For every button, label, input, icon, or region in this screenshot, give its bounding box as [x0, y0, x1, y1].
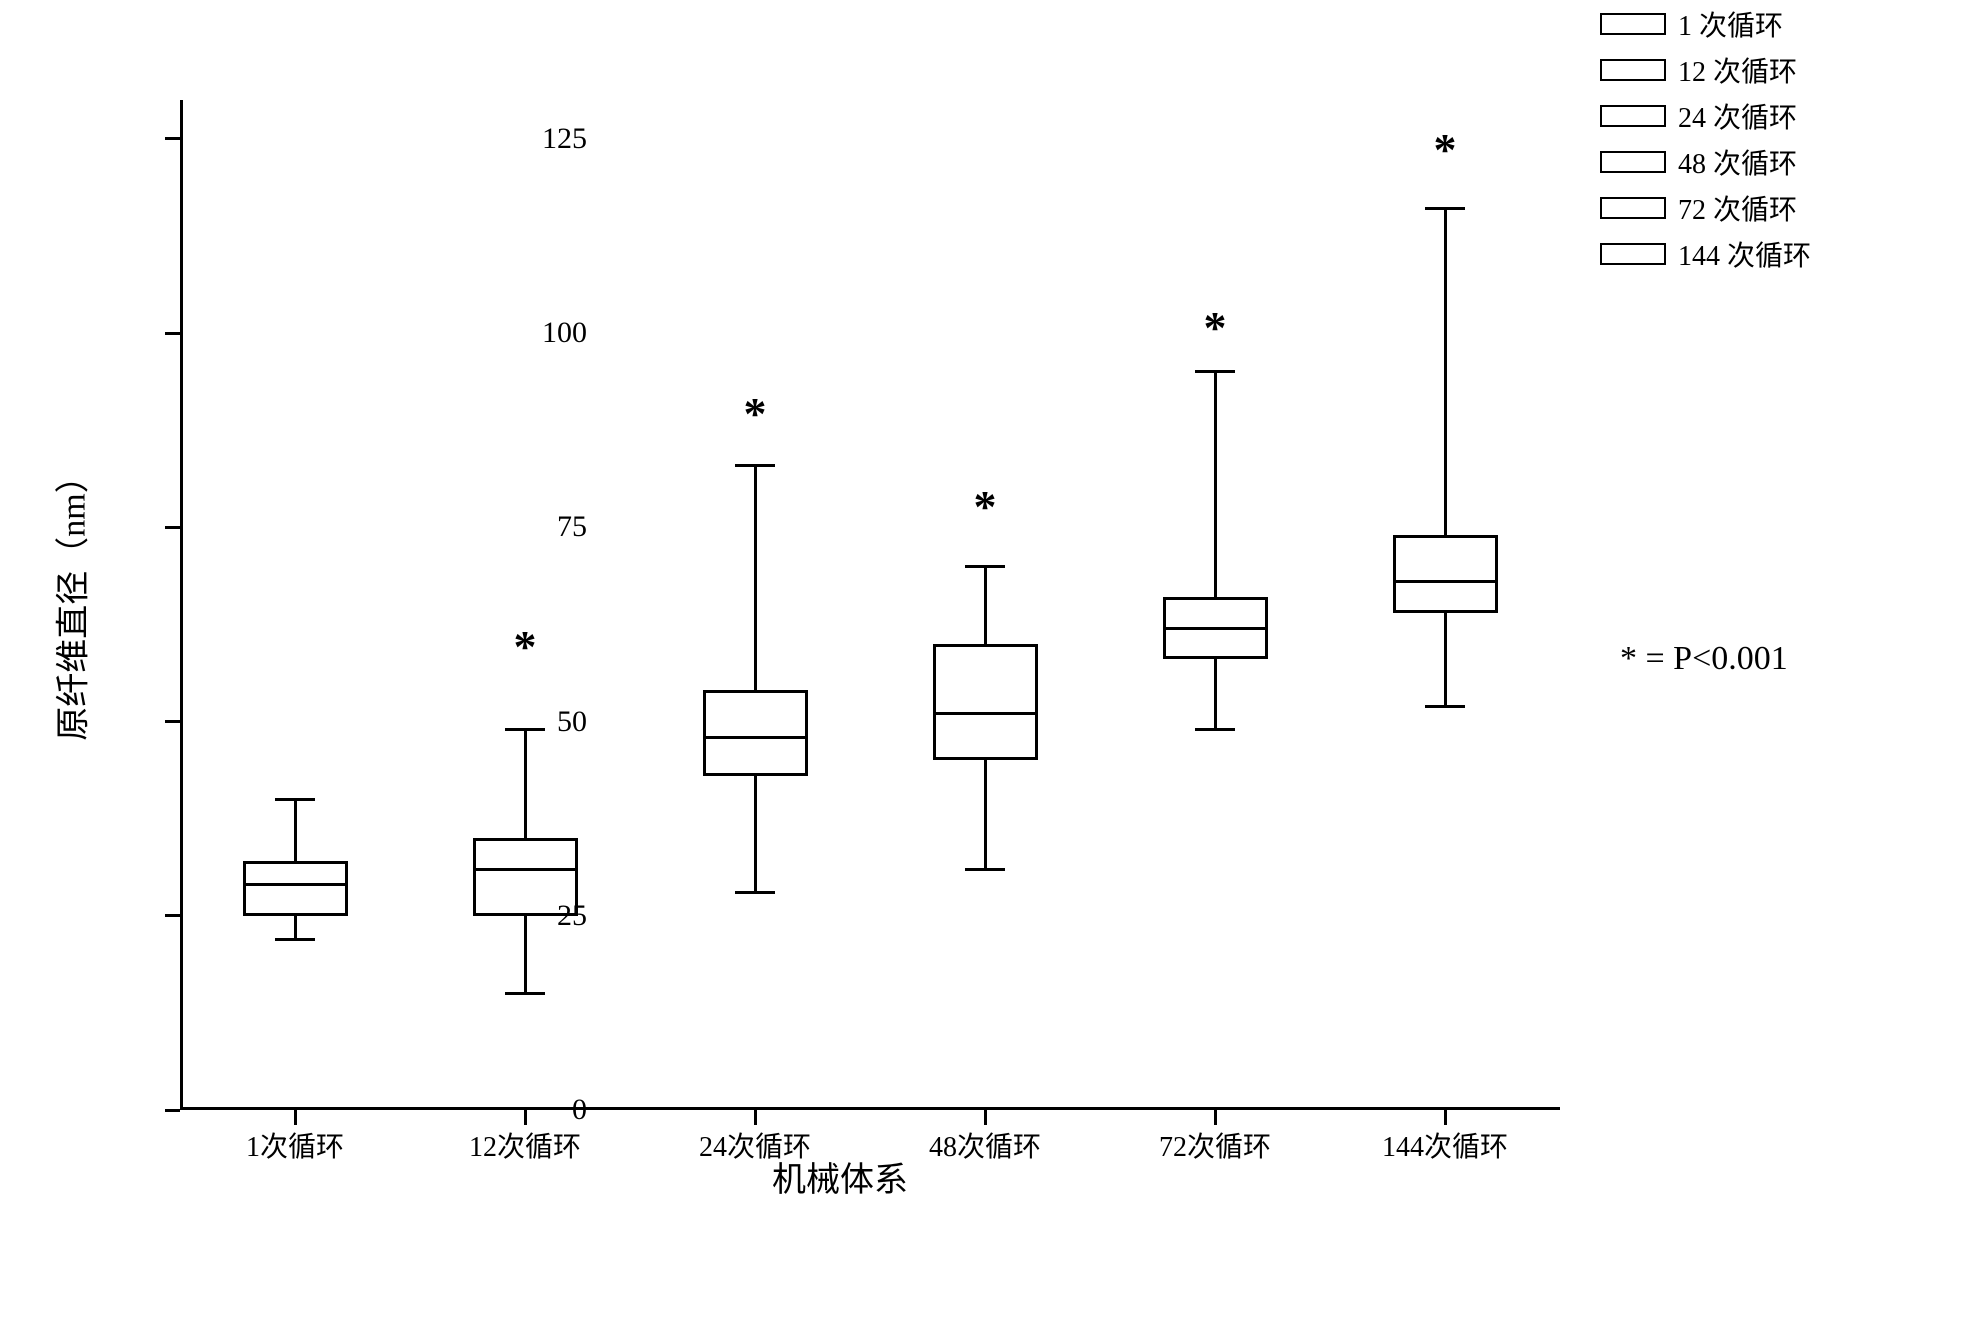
y-tick-label: 0: [572, 1093, 587, 1127]
legend-swatch: [1600, 105, 1666, 127]
whisker-cap-upper: [1425, 207, 1465, 210]
whisker-upper: [754, 465, 757, 690]
median-line: [473, 868, 578, 871]
x-tick: [984, 1110, 987, 1125]
box: [1393, 535, 1498, 613]
median-line: [933, 712, 1038, 715]
median-line: [1393, 580, 1498, 583]
whisker-lower: [1444, 613, 1447, 706]
significance-star: *: [1434, 123, 1457, 176]
x-tick: [1444, 1110, 1447, 1125]
box: [703, 690, 808, 775]
whisker-cap-upper: [1195, 370, 1235, 373]
legend-item: 24 次循环: [1600, 96, 1811, 136]
legend-label: 144 次循环: [1678, 234, 1811, 274]
y-axis: [180, 100, 183, 1110]
chart-container: 原纤维直径（nm） 1次循环12次循环*24次循环*48次循环*72次循环*14…: [0, 0, 1982, 1341]
legend-swatch: [1600, 151, 1666, 173]
whisker-cap-upper: [965, 565, 1005, 568]
legend-swatch: [1600, 197, 1666, 219]
legend-swatch: [1600, 243, 1666, 265]
whisker-cap-lower: [965, 868, 1005, 871]
legend-item: 1 次循环: [1600, 4, 1811, 44]
pvalue-label: * = P<0.001: [1620, 640, 1788, 678]
legend-item: 144 次循环: [1600, 234, 1811, 274]
whisker-cap-upper: [275, 798, 315, 801]
y-tick: [165, 914, 180, 917]
legend-label: 72 次循环: [1678, 188, 1797, 228]
x-tick-label: 72次循环: [1159, 1125, 1271, 1165]
legend-item: 48 次循环: [1600, 142, 1811, 182]
x-tick-label: 12次循环: [469, 1125, 581, 1165]
whisker-lower: [984, 760, 987, 869]
significance-star: *: [514, 620, 537, 673]
whisker-cap-lower: [1195, 728, 1235, 731]
significance-star: *: [974, 480, 997, 533]
median-line: [243, 883, 348, 886]
x-tick: [524, 1110, 527, 1125]
significance-star: *: [744, 387, 767, 440]
y-tick-label: 125: [542, 122, 587, 156]
median-line: [1163, 627, 1268, 630]
whisker-upper: [984, 566, 987, 644]
x-tick: [294, 1110, 297, 1125]
legend-label: 1 次循环: [1678, 4, 1783, 44]
x-tick-label: 48次循环: [929, 1125, 1041, 1165]
y-tick-label: 50: [557, 705, 587, 739]
x-tick-label: 144次循环: [1382, 1125, 1508, 1165]
x-tick: [754, 1110, 757, 1125]
whisker-upper: [1214, 372, 1217, 597]
y-tick-label: 100: [542, 316, 587, 350]
legend-label: 48 次循环: [1678, 142, 1797, 182]
legend-swatch: [1600, 13, 1666, 35]
box: [933, 644, 1038, 761]
y-tick: [165, 332, 180, 335]
y-tick-label: 75: [557, 510, 587, 544]
whisker-cap-lower: [275, 938, 315, 941]
x-axis-title: 机械体系: [772, 1152, 908, 1201]
whisker-upper: [1444, 209, 1447, 535]
whisker-upper: [524, 729, 527, 838]
whisker-lower: [754, 776, 757, 893]
whisker-cap-upper: [505, 728, 545, 731]
legend-label: 24 次循环: [1678, 96, 1797, 136]
box: [243, 861, 348, 915]
y-tick: [165, 1109, 180, 1112]
median-line: [703, 736, 808, 739]
significance-star: *: [1204, 301, 1227, 354]
x-tick: [1214, 1110, 1217, 1125]
legend-swatch: [1600, 59, 1666, 81]
y-tick-label: 25: [557, 899, 587, 933]
legend-item: 12 次循环: [1600, 50, 1811, 90]
x-axis: [180, 1107, 1560, 1110]
whisker-lower: [294, 916, 297, 939]
legend: 1 次循环 12 次循环 24 次循环 48 次循环 72 次循环 144 次循…: [1600, 4, 1811, 280]
whisker-cap-lower: [505, 992, 545, 995]
whisker-lower: [524, 916, 527, 994]
y-tick: [165, 720, 180, 723]
y-tick: [165, 137, 180, 140]
y-axis-title: 原纤维直径（nm）: [46, 459, 95, 740]
whisker-cap-upper: [735, 464, 775, 467]
x-tick-label: 1次循环: [246, 1125, 344, 1165]
whisker-lower: [1214, 659, 1217, 729]
whisker-cap-lower: [1425, 705, 1465, 708]
legend-label: 12 次循环: [1678, 50, 1797, 90]
whisker-upper: [294, 799, 297, 861]
whisker-cap-lower: [735, 891, 775, 894]
chart-area: 1次循环12次循环*24次循环*48次循环*72次循环*144次循环*: [180, 100, 1560, 1110]
legend-item: 72 次循环: [1600, 188, 1811, 228]
y-tick: [165, 526, 180, 529]
